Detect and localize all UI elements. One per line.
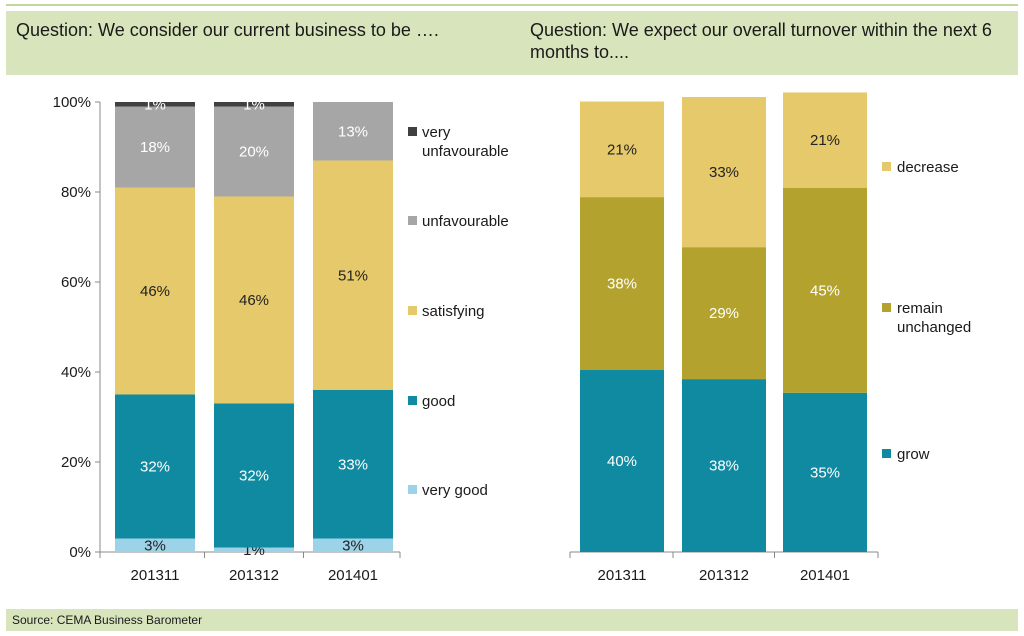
x-category-label: 201401 xyxy=(328,567,378,584)
bar-segment xyxy=(682,247,766,380)
bar-value-label: 1% xyxy=(243,96,265,113)
bar-value-label: 29% xyxy=(709,305,739,322)
y-tick-label: 80% xyxy=(61,184,91,201)
legend-swatch xyxy=(408,216,417,225)
y-tick-label: 20% xyxy=(61,454,91,471)
bar-segment xyxy=(214,102,294,107)
bar-segment xyxy=(214,196,294,404)
x-category-label: 201311 xyxy=(131,567,180,584)
legend-label: remain unchanged xyxy=(897,300,971,336)
legend-label: grow xyxy=(897,446,930,463)
bar-value-label: 46% xyxy=(239,292,269,309)
bar-value-label: 3% xyxy=(342,537,364,554)
legend-label: very good xyxy=(422,482,488,499)
x-category-label: 201312 xyxy=(699,567,749,584)
bar-value-label: 35% xyxy=(810,464,840,481)
y-tick-label: 0% xyxy=(69,544,91,561)
legend-swatch xyxy=(408,485,417,494)
legend-swatch xyxy=(882,162,891,171)
bar-value-label: 33% xyxy=(338,456,368,473)
bar-segment xyxy=(214,547,294,552)
bar-value-label: 13% xyxy=(338,123,368,140)
bar-segment xyxy=(115,187,195,395)
bar-segment xyxy=(115,538,195,552)
legend-label: decrease xyxy=(897,159,959,176)
right-question-title: Question: We expect our overall turnover… xyxy=(530,20,992,62)
bar-segment xyxy=(214,106,294,197)
source-note: Source: CEMA Business Barometer xyxy=(12,613,203,627)
legend-swatch xyxy=(882,449,891,458)
left-question-title: Question: We consider our current busine… xyxy=(16,20,439,40)
bar-value-label: 18% xyxy=(140,139,170,156)
bar-value-label: 32% xyxy=(140,459,170,476)
bar-segment xyxy=(682,97,766,248)
bar-segment xyxy=(115,394,195,539)
footer-band: Source: CEMA Business Barometer xyxy=(6,609,1018,631)
bar-segment xyxy=(783,392,867,552)
x-category-label: 201312 xyxy=(229,567,279,584)
bar-value-label: 51% xyxy=(338,267,368,284)
x-category-label: 201401 xyxy=(800,567,850,584)
bar-value-label: 21% xyxy=(607,141,637,158)
bar-segment xyxy=(313,160,393,390)
bar-value-label: 1% xyxy=(144,96,166,113)
bar-value-label: 32% xyxy=(239,468,269,485)
bar-segment xyxy=(580,101,664,198)
bar-value-label: 33% xyxy=(709,164,739,181)
legend-label: unfavourable xyxy=(422,213,509,230)
legend-swatch xyxy=(408,127,417,136)
y-tick-label: 60% xyxy=(61,274,91,291)
top-rule xyxy=(6,4,1018,6)
bar-segment xyxy=(214,403,294,548)
bar-value-label: 46% xyxy=(140,283,170,300)
header-band: Question: We consider our current busine… xyxy=(6,11,1018,75)
legend-label: good xyxy=(422,393,455,410)
bar-segment xyxy=(313,538,393,552)
y-tick-label: 100% xyxy=(53,94,91,111)
bar-segment xyxy=(313,390,393,539)
bar-value-label: 21% xyxy=(810,132,840,149)
bar-value-label: 20% xyxy=(239,144,269,161)
legend-swatch xyxy=(408,306,417,315)
bar-value-label: 45% xyxy=(810,282,840,299)
bar-value-label: 38% xyxy=(709,458,739,475)
bar-segment xyxy=(580,197,664,370)
bar-segment xyxy=(783,92,867,188)
bar-segment xyxy=(580,370,664,552)
bar-segment xyxy=(115,106,195,188)
x-category-label: 201311 xyxy=(598,567,647,584)
bar-value-label: 3% xyxy=(144,537,166,554)
legend-label: satisfying xyxy=(422,303,485,320)
bar-value-label: 38% xyxy=(607,276,637,293)
bar-segment xyxy=(115,102,195,107)
y-tick-label: 40% xyxy=(61,364,91,381)
legend-label: very unfavourable xyxy=(422,124,509,160)
legend-swatch xyxy=(408,396,417,405)
bar-segment xyxy=(783,188,867,393)
legend-swatch xyxy=(882,303,891,312)
bar-segment xyxy=(313,102,393,161)
bar-value-label: 40% xyxy=(607,453,637,470)
bar-segment xyxy=(682,379,766,552)
